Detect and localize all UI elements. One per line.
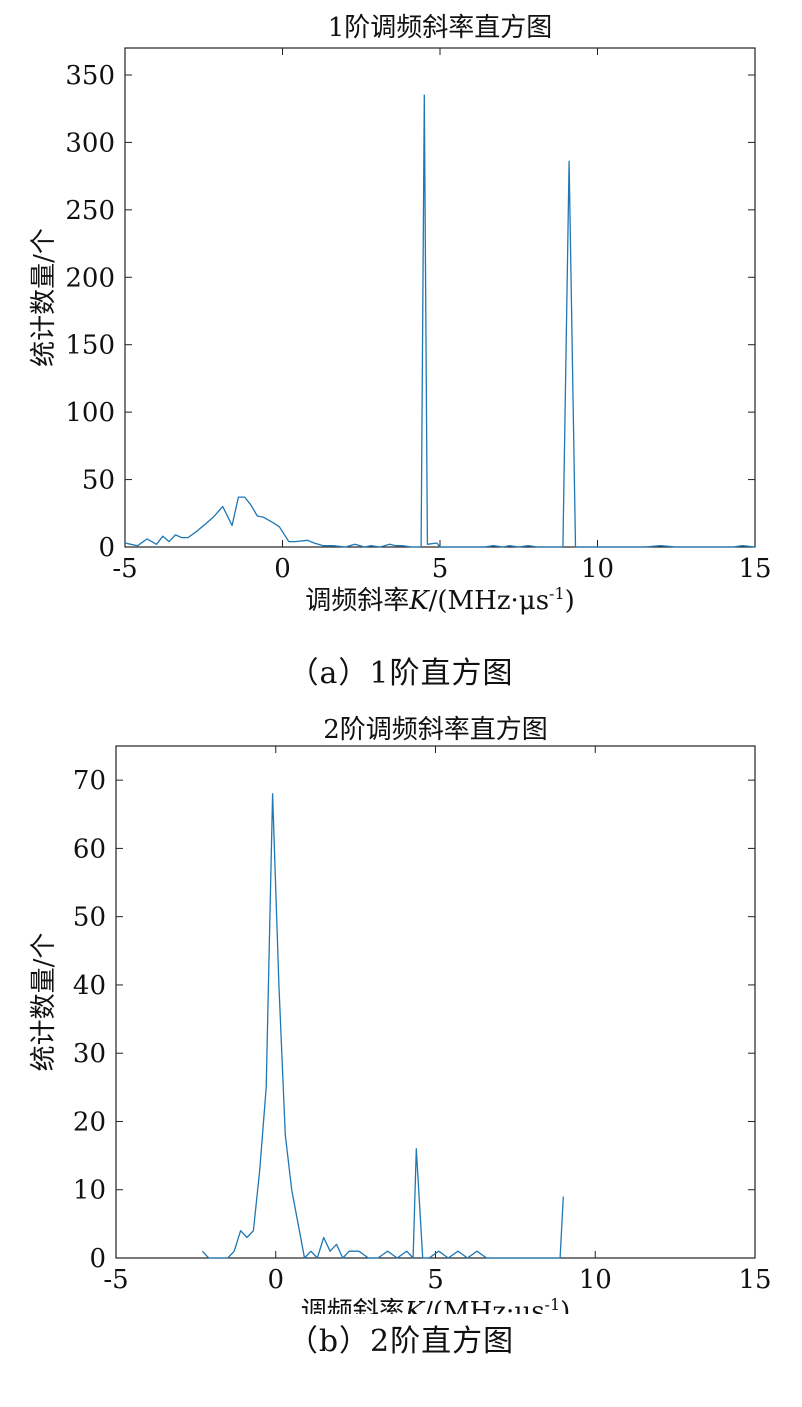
data-series-line <box>201 793 564 1259</box>
plot-area-frame <box>124 47 756 548</box>
x-tick-label: -5 <box>103 1265 128 1295</box>
x-tick-label: 10 <box>581 554 614 584</box>
y-tick-label: 60 <box>73 834 106 864</box>
figure-panel-b: 2阶调频斜率直方图 -5 0 5 10 15 0 10 20 30 40 50 60 70 调频斜率K/(M… <box>0 704 802 1404</box>
y-tick-label: 50 <box>82 466 115 496</box>
figure-panel-a: 1阶调频斜率直方图 -5 0 5 10 15 0 50 100 150 200 250 300 350 调频… <box>0 0 802 700</box>
y-tick-label: 350 <box>65 61 115 91</box>
y-tick-label: 100 <box>65 398 115 428</box>
x-tick-label: 0 <box>274 554 291 584</box>
y-tick-label: 10 <box>73 1176 106 1206</box>
chart-title: 1阶调频斜率直方图 <box>328 13 553 43</box>
x-tick-label: -5 <box>112 554 137 584</box>
y-axis-label: 统计数量/个 <box>29 933 59 1072</box>
y-tick-label: 200 <box>65 263 115 293</box>
y-tick-label: 20 <box>73 1107 106 1137</box>
x-tick-label: 0 <box>267 1265 284 1295</box>
x-tick-label: 15 <box>738 1265 771 1295</box>
caption-b: （b）2阶直方图 <box>287 1324 515 1359</box>
chart-title: 2阶调频斜率直方图 <box>323 715 548 745</box>
y-tick-label: 50 <box>73 903 106 933</box>
x-tick-label: 10 <box>579 1265 612 1295</box>
chart-2nd-order-histogram: 2阶调频斜率直方图-5 0 5 10 15010203040506070调频斜率K/(M… <box>29 715 772 1314</box>
y-tick-label: 300 <box>65 128 115 158</box>
x-tick-label: 5 <box>432 554 449 584</box>
y-tick-label: 40 <box>73 971 106 1001</box>
y-tick-label: 0 <box>89 1244 106 1274</box>
data-series-line <box>124 94 756 548</box>
y-tick-label: 150 <box>65 331 115 361</box>
x-axis-label: 调频斜率K/(MHz·μs-1) <box>301 1295 571 1314</box>
chart-1st-order-histogram: 1阶调频斜率直方图-5 0 5 10 15050100150200250300350调频… <box>29 13 772 616</box>
y-tick-label: 250 <box>65 196 115 226</box>
y-tick-label: 30 <box>73 1039 106 1069</box>
x-axis-label: 调频斜率K/(MHz·μs-1) <box>305 584 575 616</box>
y-axis-label: 统计数量/个 <box>29 228 59 367</box>
caption-a: （a）1阶直方图 <box>288 656 514 691</box>
y-tick-label: 0 <box>98 533 115 563</box>
y-tick-label: 70 <box>73 766 106 796</box>
x-tick-label: 5 <box>427 1265 444 1295</box>
plot-area-frame <box>115 745 756 1259</box>
x-tick-label: 15 <box>738 554 771 584</box>
